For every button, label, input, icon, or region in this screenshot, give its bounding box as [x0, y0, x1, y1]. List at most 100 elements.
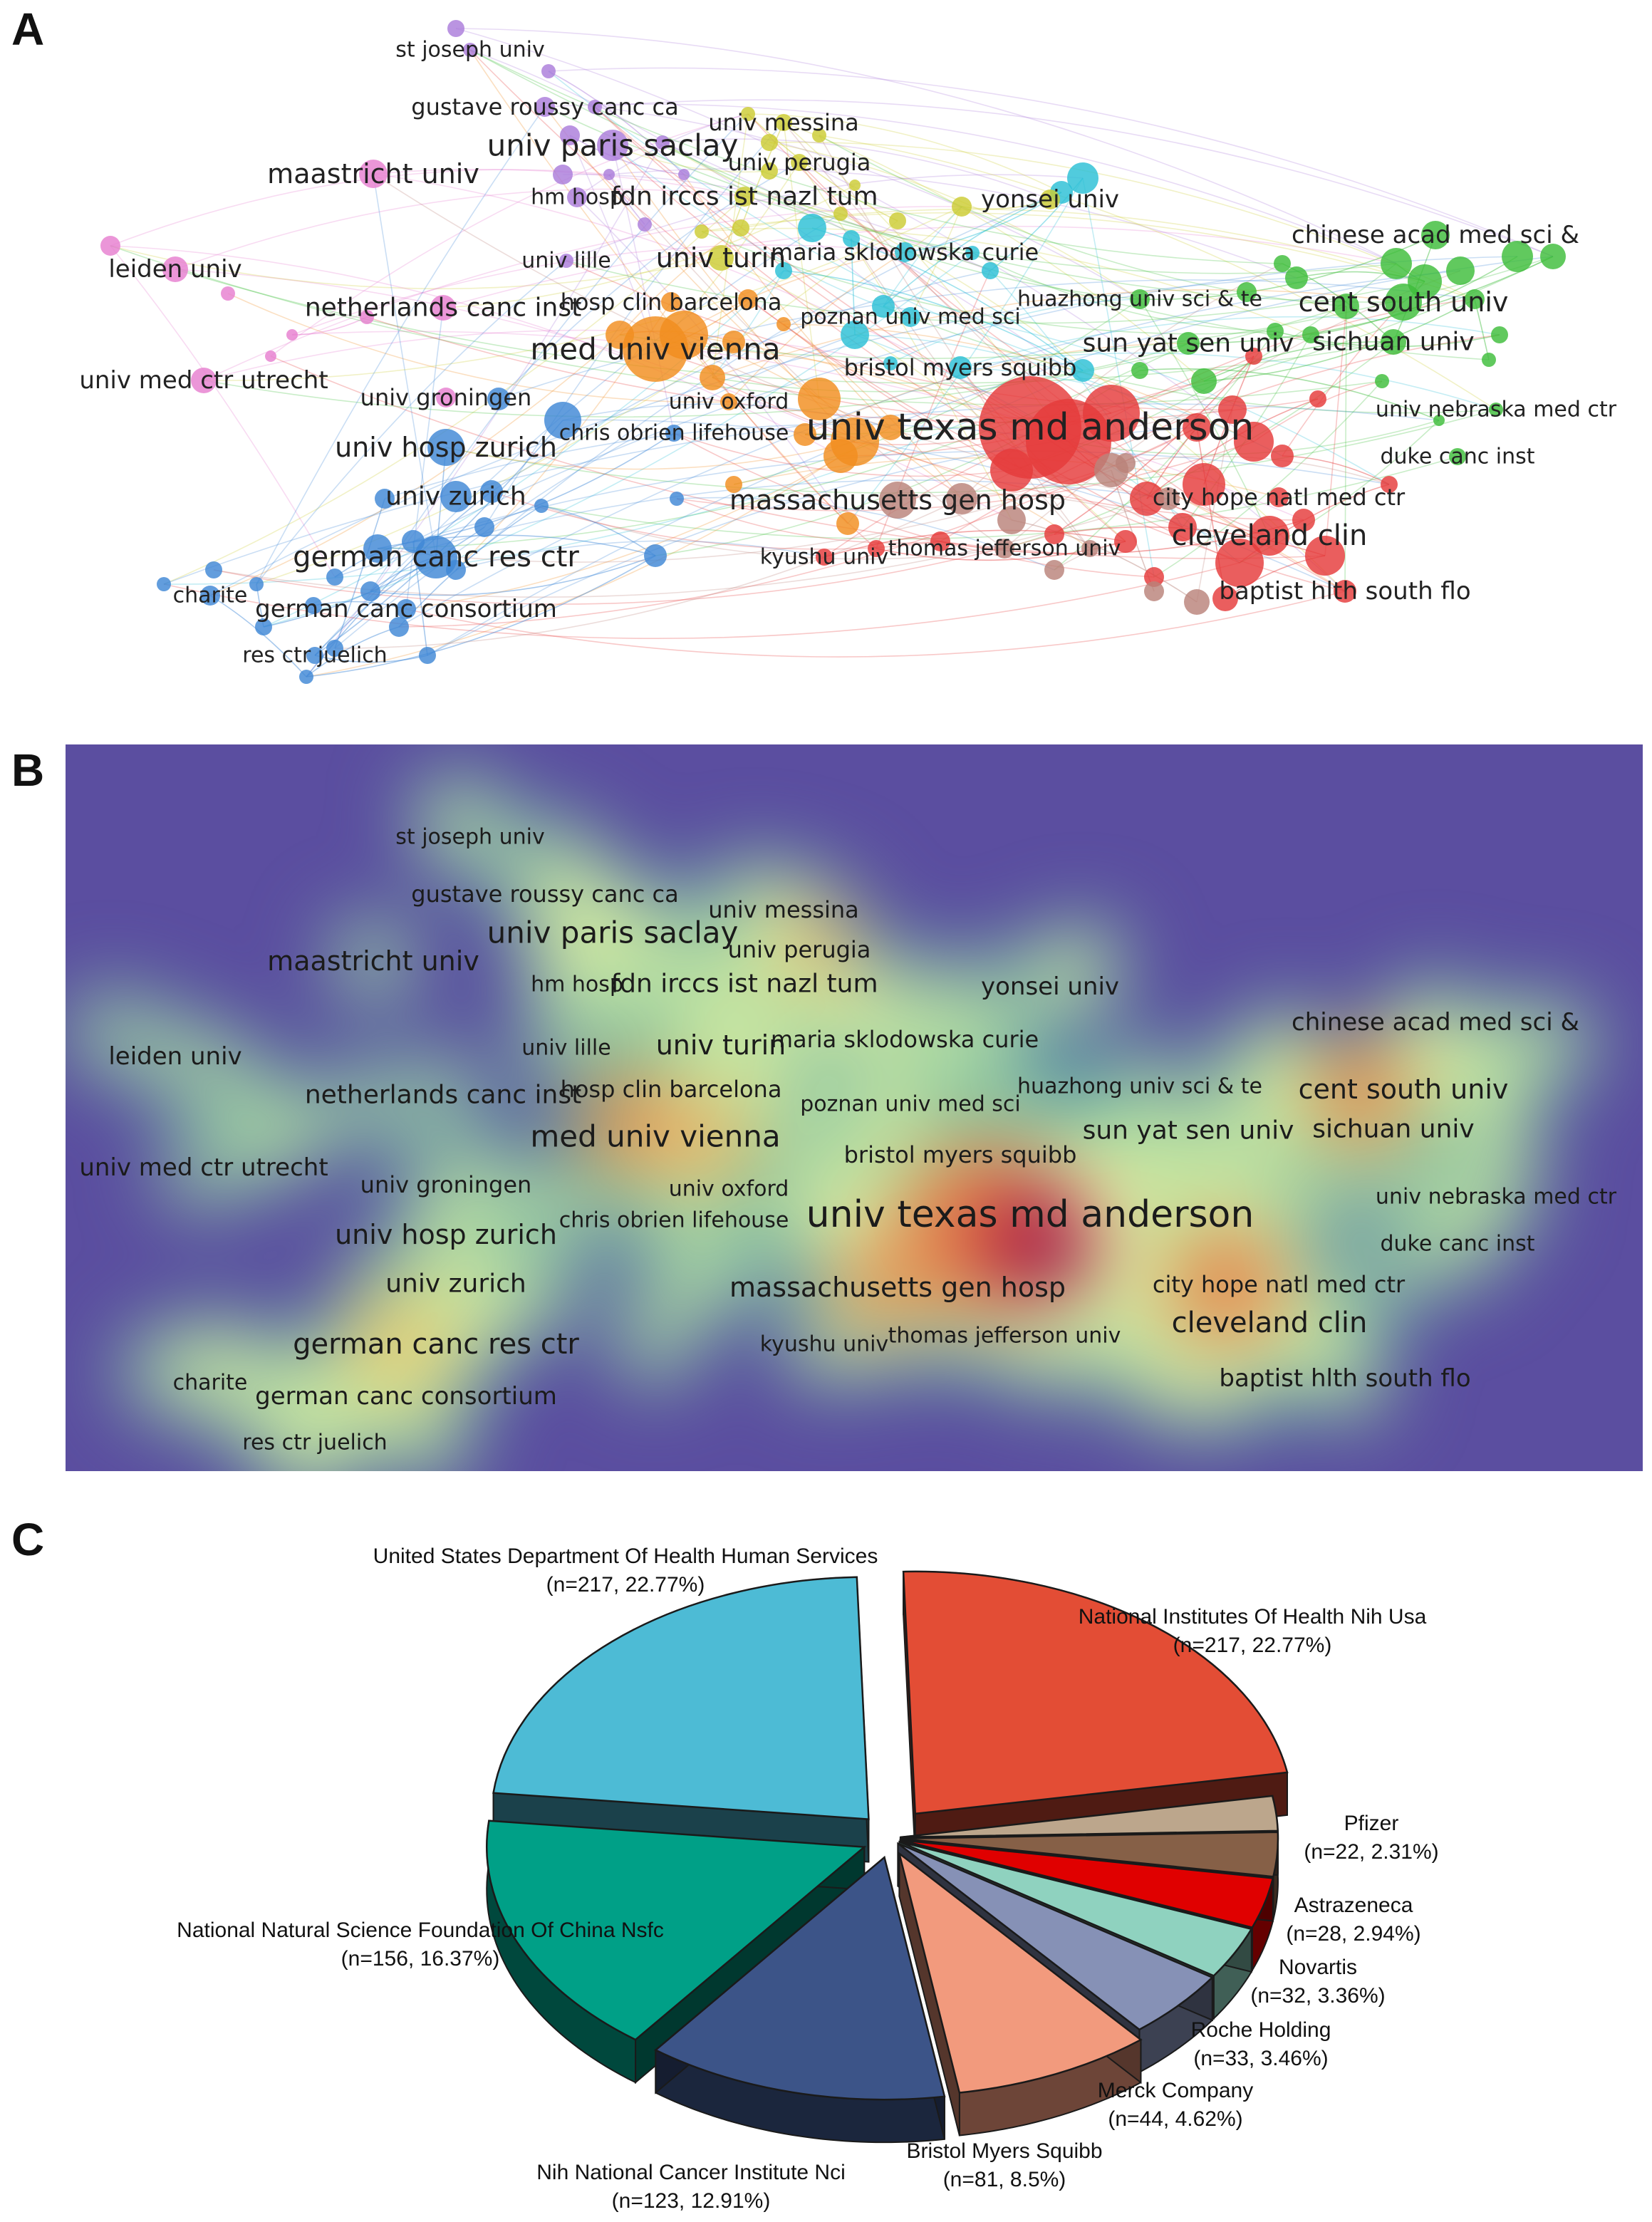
heat-label-german-canc-consortium: german canc consortium	[255, 1382, 557, 1411]
pie-label-name: Novartis	[1278, 1956, 1358, 1979]
network-link	[594, 106, 1141, 300]
heat-label-univ-nebraska-med-ctr: univ nebraska med ctr	[1375, 1184, 1617, 1210]
network-link	[576, 197, 848, 524]
node-red-5	[1234, 422, 1274, 462]
network-link	[227, 293, 729, 403]
network-graph	[100, 20, 1566, 684]
node-green-5	[1408, 264, 1442, 298]
network-link	[203, 206, 962, 381]
node-orange-10	[878, 415, 903, 440]
node-blue-7	[326, 569, 343, 586]
node-label-leiden-univ: leiden univ	[108, 255, 242, 284]
network-link	[569, 135, 685, 175]
density-blob	[535, 1180, 591, 1235]
node-univ-med-ctr-utrecht	[191, 368, 217, 393]
density-blob	[432, 791, 480, 840]
node-univ-turin	[708, 245, 734, 271]
node-univ-paris-saclay	[597, 130, 628, 161]
heat-label-poznan-univ-med-sci: poznan univ med sci	[800, 1091, 1021, 1117]
node-yellow-2	[812, 128, 826, 142]
heat-label-charite: charite	[172, 1370, 248, 1396]
pie-slice-3	[900, 1839, 1274, 1929]
node-brown-5	[1184, 589, 1210, 615]
network-link	[412, 450, 1390, 542]
density-blob	[620, 987, 669, 1036]
density-blob	[1130, 1354, 1178, 1403]
heat-label-massachusetts-gen-hosp: massachusetts gen hosp	[729, 1272, 1066, 1303]
node-green-3	[1334, 294, 1359, 319]
network-link	[370, 113, 749, 592]
network-link	[541, 456, 1458, 540]
pie-label-value: (n=33, 3.46%)	[1193, 2047, 1329, 2070]
node-red-6	[1183, 463, 1225, 506]
density-blob	[1230, 1119, 1278, 1168]
heat-label-city-hope-natl-med-ctr: city hope natl med ctr	[1152, 1271, 1406, 1298]
network-link	[1324, 306, 1347, 556]
heat-label-gustave-roussy-canc-ca: gustave roussy canc ca	[411, 881, 679, 908]
node-cyan-2	[775, 262, 792, 279]
heat-label-univ-texas-md-anderson: univ texas md anderson	[806, 1193, 1254, 1236]
network-link	[291, 244, 905, 336]
node-huazhong-univ-sci-te	[1130, 289, 1150, 309]
heat-label-univ-lille: univ lille	[521, 1035, 611, 1061]
heat-label-univ-hosp-zurich: univ hosp zurich	[335, 1219, 557, 1250]
network-link	[405, 591, 1346, 658]
node-maria-sklodowska-curie	[895, 242, 915, 262]
node-blue-21	[249, 577, 264, 591]
network-link	[662, 138, 1051, 200]
node-green-12	[1482, 353, 1496, 367]
network-link	[163, 196, 745, 585]
node-sichuan-univ	[1381, 329, 1406, 355]
node-chinese-acad-med-sci	[1421, 221, 1450, 249]
pie-slice-6	[898, 1851, 1143, 2094]
heat-label-univ-paris-saclay: univ paris saclay	[487, 915, 739, 950]
network-link	[306, 555, 656, 677]
pie-label-name: Roche Holding	[1190, 2018, 1331, 2042]
panel-label-c: C	[11, 1514, 45, 1565]
pie-label-0: National Institutes Of Health Nih Usa (n=…	[1079, 1603, 1427, 1660]
network-link	[334, 334, 856, 649]
pie-label-8: National Natural Science Foundation Of C…	[177, 1916, 664, 1973]
network-link	[747, 113, 1062, 193]
network-link	[306, 455, 841, 677]
node-label-univ-oxford: univ oxford	[668, 389, 789, 415]
network-link	[469, 49, 911, 318]
node-maastricht-univ	[359, 160, 388, 188]
density-hotspot	[349, 1293, 449, 1393]
network-link	[455, 28, 1397, 264]
node-purple-8	[603, 169, 615, 180]
heat-label-univ-messina: univ messina	[708, 896, 859, 923]
node-label-thomas-jefferson-univ: thomas jefferson univ	[888, 536, 1121, 561]
node-label-massachusetts-gen-hosp: massachusetts gen hosp	[729, 484, 1066, 516]
node-label-city-hope-natl-med-ctr: city hope natl med ctr	[1152, 484, 1406, 511]
density-blob	[1358, 1144, 1406, 1193]
node-duke-canc-inst	[1449, 448, 1466, 465]
density-blob	[403, 1418, 452, 1467]
network-link	[175, 188, 745, 270]
network-link	[256, 260, 567, 585]
node-blue-19	[157, 577, 171, 591]
node-yonsei-univ	[1040, 190, 1060, 209]
node-red-11	[1114, 530, 1137, 553]
node-univ-perugia	[791, 154, 808, 171]
node-cyan-8	[1071, 359, 1094, 382]
node-yellow-7	[889, 212, 906, 229]
node-label-univ-turin: univ turin	[655, 242, 786, 274]
node-brown-8	[1081, 540, 1098, 557]
pie-chart	[485, 1570, 1289, 2144]
heat-label-univ-turin: univ turin	[655, 1029, 786, 1061]
node-green-1	[1285, 266, 1308, 289]
network-link	[484, 122, 784, 528]
node-leiden-univ	[162, 256, 188, 282]
pie-label-name: National Natural Science Foundation Of C…	[177, 1919, 664, 1942]
pie-label-name: Astrazeneca	[1294, 1894, 1413, 1917]
node-red-17	[1044, 524, 1064, 544]
network-link	[1188, 256, 1554, 344]
density-blob	[1415, 1183, 1463, 1232]
density-blob	[246, 1119, 295, 1168]
density-blob	[916, 1304, 965, 1353]
network-link	[163, 370, 1084, 585]
network-link	[783, 122, 820, 400]
node-red-8	[1168, 513, 1197, 541]
pie-label-value: (n=44, 4.62%)	[1108, 2107, 1243, 2131]
